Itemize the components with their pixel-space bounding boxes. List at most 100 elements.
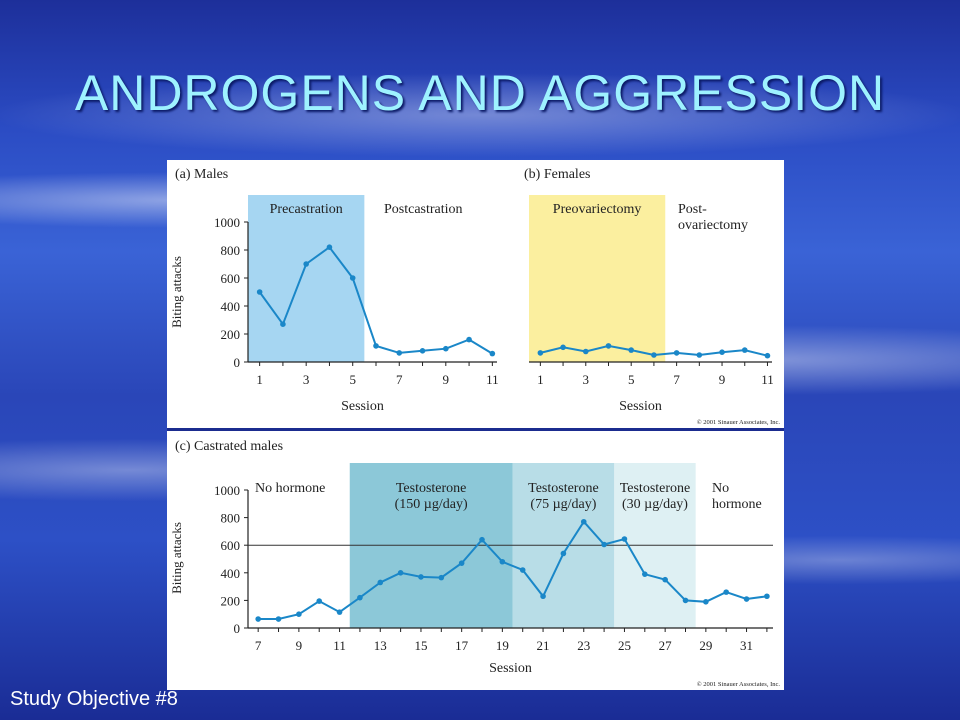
data-point <box>719 349 725 355</box>
x-tick-label: 5 <box>349 372 356 387</box>
x-tick-label: 3 <box>303 372 310 387</box>
data-point <box>479 536 485 543</box>
study-objective-label: Study Objective #8 <box>10 688 178 710</box>
hormone-band <box>248 195 365 362</box>
x-tick-label: 21 <box>537 638 550 653</box>
x-tick-label: 9 <box>296 638 303 653</box>
x-tick-label: 1 <box>256 372 263 387</box>
x-tick-label: 15 <box>414 638 427 653</box>
panel-title: (c) Castrated males <box>175 439 283 454</box>
region-label: ovariectomy <box>678 218 748 233</box>
hormone-band <box>529 195 666 362</box>
copyright-note: © 2001 Sinauer Associates, Inc. <box>697 419 781 426</box>
y-axis-label: Biting attacks <box>169 522 184 594</box>
data-point <box>764 593 770 600</box>
x-tick-label: 7 <box>673 372 680 387</box>
data-point <box>377 579 384 586</box>
x-tick-label: 9 <box>443 372 450 387</box>
band-label: Preovariectomy <box>553 202 642 217</box>
data-point <box>326 244 333 250</box>
region-label: No <box>712 481 729 496</box>
data-point <box>397 570 404 576</box>
data-point <box>499 558 506 565</box>
data-point <box>418 574 424 580</box>
x-tick-label: 1 <box>537 372 544 387</box>
data-point <box>419 348 426 354</box>
data-point <box>605 343 612 349</box>
x-axis-label: Session <box>341 399 384 414</box>
y-tick-label: 0 <box>234 355 241 370</box>
figure-svg: © 2001 Sinauer Associates, Inc. © 2001 Si… <box>167 167 784 688</box>
data-point <box>601 541 607 548</box>
data-point <box>458 560 465 566</box>
data-point <box>723 589 729 595</box>
x-tick-label: 7 <box>255 638 262 653</box>
region-label: No hormone <box>255 481 325 496</box>
data-point <box>580 518 587 525</box>
y-tick-label: 400 <box>221 566 241 581</box>
data-point <box>642 571 648 577</box>
data-point <box>255 616 261 622</box>
region-label: Postcastration <box>384 202 463 217</box>
data-point <box>540 593 546 600</box>
data-point <box>373 343 379 349</box>
y-tick-label: 0 <box>234 621 241 636</box>
y-tick-label: 800 <box>221 511 241 526</box>
data-point <box>336 609 343 615</box>
data-point <box>621 536 628 542</box>
panel-title: (a) Males <box>175 167 228 182</box>
data-point <box>296 611 302 617</box>
data-point <box>303 261 309 267</box>
data-point <box>357 594 363 601</box>
x-tick-label: 27 <box>659 638 673 653</box>
y-tick-label: 800 <box>221 243 241 258</box>
x-tick-label: 11 <box>486 372 499 387</box>
band-label: Testosterone <box>528 481 599 496</box>
x-tick-label: 13 <box>374 638 387 653</box>
data-point <box>443 345 449 352</box>
band-label: (30 µg/day) <box>622 497 688 512</box>
band-label: Testosterone <box>396 481 467 496</box>
data-point <box>349 275 356 281</box>
y-axis-label: Biting attacks <box>169 256 184 328</box>
data-point <box>489 350 496 357</box>
y-tick-label: 600 <box>221 271 241 286</box>
figure-panel: © 2001 Sinauer Associates, Inc. © 2001 Si… <box>167 160 784 690</box>
region-label: hormone <box>712 497 762 512</box>
x-tick-label: 29 <box>699 638 712 653</box>
band-label: Testosterone <box>620 481 691 496</box>
data-point <box>519 567 526 573</box>
y-tick-label: 200 <box>221 593 241 608</box>
data-point <box>280 321 286 327</box>
x-tick-label: 7 <box>396 372 403 387</box>
data-point <box>560 344 566 351</box>
x-tick-label: 31 <box>740 638 753 653</box>
x-tick-label: 11 <box>333 638 346 653</box>
data-point <box>256 289 263 295</box>
y-tick-label: 200 <box>221 327 241 342</box>
data-point <box>466 336 472 343</box>
band-label: (150 µg/day) <box>395 497 468 512</box>
data-point <box>703 598 709 605</box>
panel-divider <box>167 428 784 431</box>
data-point <box>316 598 323 604</box>
data-point <box>682 597 689 604</box>
x-tick-label: 23 <box>577 638 590 653</box>
data-point <box>628 347 634 353</box>
data-point <box>764 352 771 359</box>
copyright-note: © 2001 Sinauer Associates, Inc. <box>697 681 781 688</box>
x-tick-label: 25 <box>618 638 631 653</box>
slide-title: ANDROGENS AND AGGRESSION <box>74 65 886 121</box>
y-tick-label: 400 <box>221 299 241 314</box>
data-point <box>696 352 703 358</box>
x-tick-label: 5 <box>628 372 635 387</box>
band-label: (75 µg/day) <box>530 497 596 512</box>
x-tick-label: 3 <box>583 372 590 387</box>
y-tick-label: 1000 <box>214 483 240 498</box>
x-axis-label: Session <box>489 661 532 676</box>
data-point <box>396 350 403 356</box>
data-point <box>537 350 544 356</box>
data-point <box>582 348 589 355</box>
data-point <box>743 596 750 602</box>
x-axis-label: Session <box>619 399 662 414</box>
